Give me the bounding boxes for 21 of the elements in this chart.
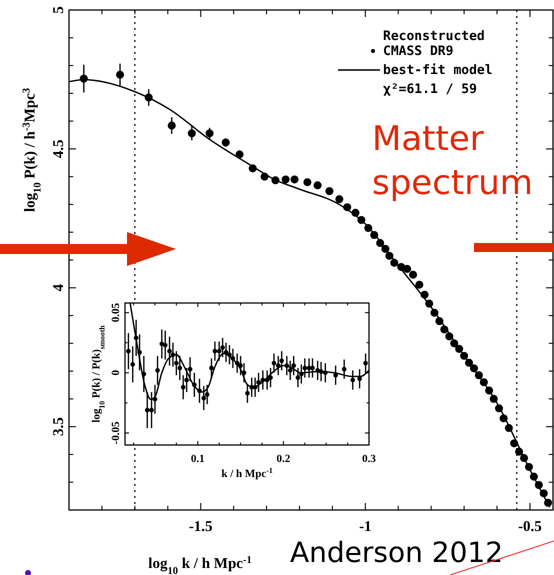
annotation: χ²=61.1 / 59 — [383, 82, 477, 97]
x-tick-label: 0.2 — [276, 453, 291, 465]
x-tick-label: -1 — [359, 519, 372, 535]
y-tick-label: 0.05 — [110, 302, 122, 322]
x-tick-label: 0.3 — [362, 453, 376, 465]
legend-label: best-fit model — [383, 63, 493, 78]
legend-label: CMASS DR9 — [383, 44, 454, 59]
x-tick-label: -1.5 — [188, 519, 213, 535]
y-tick-label: -0.05 — [110, 421, 122, 444]
annotation: Matter spectrum — [372, 119, 533, 203]
x-axis-title: k / h Mpc$^{-1}$ — [221, 466, 273, 480]
y-tick-label: 5 — [51, 6, 67, 14]
y-tick-label: 4 — [51, 284, 67, 292]
text: Anderson 2012 — [290, 536, 504, 569]
y-tick-label: 0 — [110, 370, 122, 376]
x-tick-label: 0.1 — [190, 453, 205, 465]
y-tick-label: 4.5 — [51, 140, 67, 158]
x-tick-label: -0.5 — [518, 519, 542, 535]
x-axis-title: log$_{10}$ k / h Mpc$^{-1}$ — [148, 554, 252, 575]
legend-title: Reconstructed — [383, 29, 485, 44]
y-tick-label: 3.5 — [51, 417, 67, 436]
